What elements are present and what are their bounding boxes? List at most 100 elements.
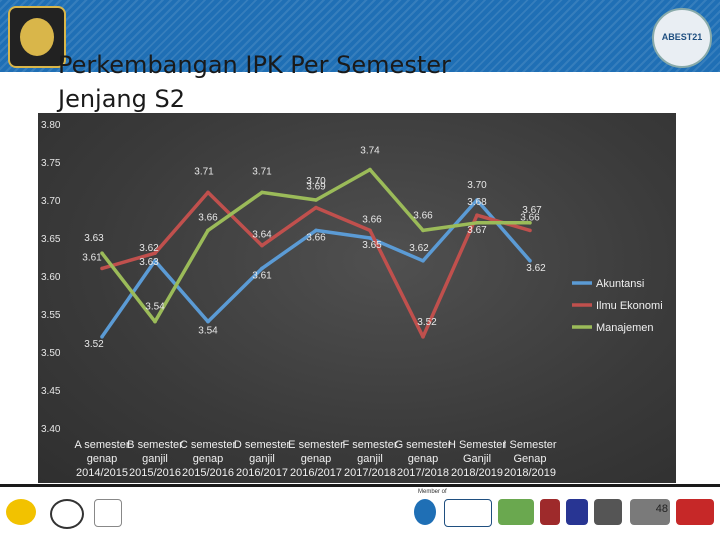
- data-label: 3.70: [306, 176, 326, 187]
- abest21-logo-text: ABEST21: [661, 32, 703, 42]
- legend: Akuntansi Ilmu Ekonomi Manajemen: [572, 278, 663, 334]
- data-point: [421, 335, 425, 339]
- data-label: 3.66: [306, 232, 326, 243]
- data-label: 3.66: [520, 212, 540, 223]
- footer: Member of 48: [0, 484, 720, 543]
- x-tick-label-line: 2016/2017: [290, 467, 342, 479]
- x-tick-label-line: E semester: [288, 439, 344, 451]
- x-tick-label-line: H Semester: [448, 439, 506, 451]
- x-tick-label-line: F semester: [342, 439, 397, 451]
- series-line-akuntansi: [100, 198, 532, 338]
- legend-label: Ilmu Ekonomi: [596, 300, 663, 312]
- data-point: [475, 221, 479, 225]
- data-point: [206, 319, 210, 324]
- y-tick-label: 3.75: [41, 158, 61, 169]
- x-tick-label-line: genap: [301, 453, 332, 465]
- partner-logo-2: [540, 499, 560, 525]
- x-tick-label-line: 2014/2015: [76, 467, 128, 479]
- data-label: 3.66: [413, 210, 433, 221]
- x-tick-label-line: genap: [193, 453, 224, 465]
- slide-title-line2: Jenjang S2: [58, 85, 186, 113]
- data-point: [153, 259, 157, 263]
- data-point: [421, 259, 425, 263]
- y-tick-label: 3.45: [41, 386, 61, 397]
- data-label: 3.61: [252, 270, 272, 281]
- data-point: [260, 190, 264, 195]
- abest21-footer-logo: [414, 499, 436, 525]
- x-tick-label-line: 2018/2019: [451, 467, 503, 479]
- data-label: 3.54: [198, 326, 218, 337]
- x-tick-label-line: 2015/2016: [182, 467, 234, 479]
- x-tick-label-line: 2017/2018: [397, 467, 449, 479]
- y-tick-label: 3.55: [41, 310, 61, 321]
- header-banner: [0, 0, 720, 72]
- data-point: [100, 251, 104, 255]
- data-point: [260, 243, 264, 248]
- legend-label: Manajemen: [596, 322, 653, 334]
- chart-panel: 3.40 3.45 3.50 3.55 3.60 3.65 3.70 3.75 3.80 A s…: [38, 113, 676, 483]
- x-tick-label-line: Genap: [513, 453, 546, 465]
- data-label: 3.62: [409, 243, 429, 254]
- university-logo: [8, 6, 66, 68]
- data-point: [153, 251, 157, 255]
- abest21-logo: ABEST21: [652, 8, 712, 68]
- x-tick-label-line: D semester: [234, 439, 291, 451]
- x-tick-label-line: 2016/2017: [236, 467, 288, 479]
- x-tick-label-line: ganjil: [357, 453, 383, 465]
- y-axis: 3.40 3.45 3.50 3.55 3.60 3.65 3.70 3.75 3.80: [41, 120, 61, 435]
- partner-logo-4: [630, 499, 670, 525]
- x-tick-label-line: A semester: [74, 439, 129, 451]
- slide-title-line1: Perkembangan IPK Per Semester: [58, 51, 451, 79]
- x-tick-label-line: 2015/2016: [129, 467, 181, 479]
- data-label: 3.52: [417, 317, 437, 328]
- x-tick-label-line: genap: [87, 453, 118, 465]
- data-label: 3.63: [139, 257, 159, 268]
- y-tick-label: 3.40: [41, 424, 61, 435]
- x-tick-label: H Semester Ganjil 2018/2019: [448, 439, 506, 479]
- x-tick-label-line: B semester: [127, 439, 183, 451]
- data-label: 3.66: [198, 212, 218, 223]
- data-point: [528, 259, 532, 263]
- data-label: 3.71: [252, 166, 272, 177]
- slide-title: Perkembangan IPK Per Semester Jenjang S2: [58, 48, 451, 116]
- x-tick-label: F semester ganjil 2017/2018: [342, 439, 397, 479]
- data-label: 3.67: [467, 225, 487, 236]
- usm-logo: [566, 499, 588, 525]
- data-point: [314, 205, 318, 210]
- data-label: 3.61: [82, 252, 102, 263]
- y-tick-label: 3.70: [41, 196, 61, 207]
- data-label: 3.54: [145, 302, 165, 313]
- data-point: [528, 228, 532, 233]
- x-tick-label-line: ganjil: [142, 453, 168, 465]
- x-tick-label: A semester genap 2014/2015: [74, 439, 129, 479]
- x-tick-label-line: 2017/2018: [344, 467, 396, 479]
- x-tick-label: I Semester Genap 2018/2019: [503, 439, 557, 479]
- x-tick-label-line: Ganjil: [463, 453, 491, 465]
- data-label: 3.70: [467, 180, 487, 191]
- x-tick-label: E semester genap 2016/2017: [288, 439, 344, 479]
- data-point: [206, 228, 210, 233]
- x-tick-label-line: ganjil: [249, 453, 275, 465]
- data-labels: 3.52 3.62 3.54 3.61 3.66 3.65 3.62 3.70 3.62 3.61…: [82, 146, 546, 350]
- x-tick-label-line: C semester: [180, 439, 237, 451]
- partner-logo-3: [594, 499, 622, 525]
- data-point: [260, 266, 264, 271]
- x-tick-label: C semester genap 2015/2016: [180, 439, 237, 479]
- data-point: [421, 228, 425, 233]
- aacsb-logo: [444, 499, 492, 527]
- page-number: 48: [655, 503, 668, 515]
- x-tick-label: G semester genap 2017/2018: [395, 439, 452, 479]
- x-tick-label-line: G semester: [395, 439, 452, 451]
- data-label: 3.67: [522, 205, 542, 216]
- x-tick-label: D semester ganjil 2016/2017: [234, 439, 291, 479]
- ipk-line-chart: 3.40 3.45 3.50 3.55 3.60 3.65 3.70 3.75 3.80 A s…: [41, 120, 663, 479]
- msu-logo: [676, 499, 714, 525]
- data-label: 3.66: [362, 214, 382, 225]
- legend-label: Akuntansi: [596, 278, 644, 290]
- data-point: [206, 190, 210, 195]
- member-of-label: Member of: [418, 489, 447, 495]
- data-label: 3.69: [306, 182, 326, 193]
- university-seal-icon: [20, 18, 54, 56]
- data-label: 3.68: [467, 197, 487, 208]
- data-point: [368, 236, 372, 240]
